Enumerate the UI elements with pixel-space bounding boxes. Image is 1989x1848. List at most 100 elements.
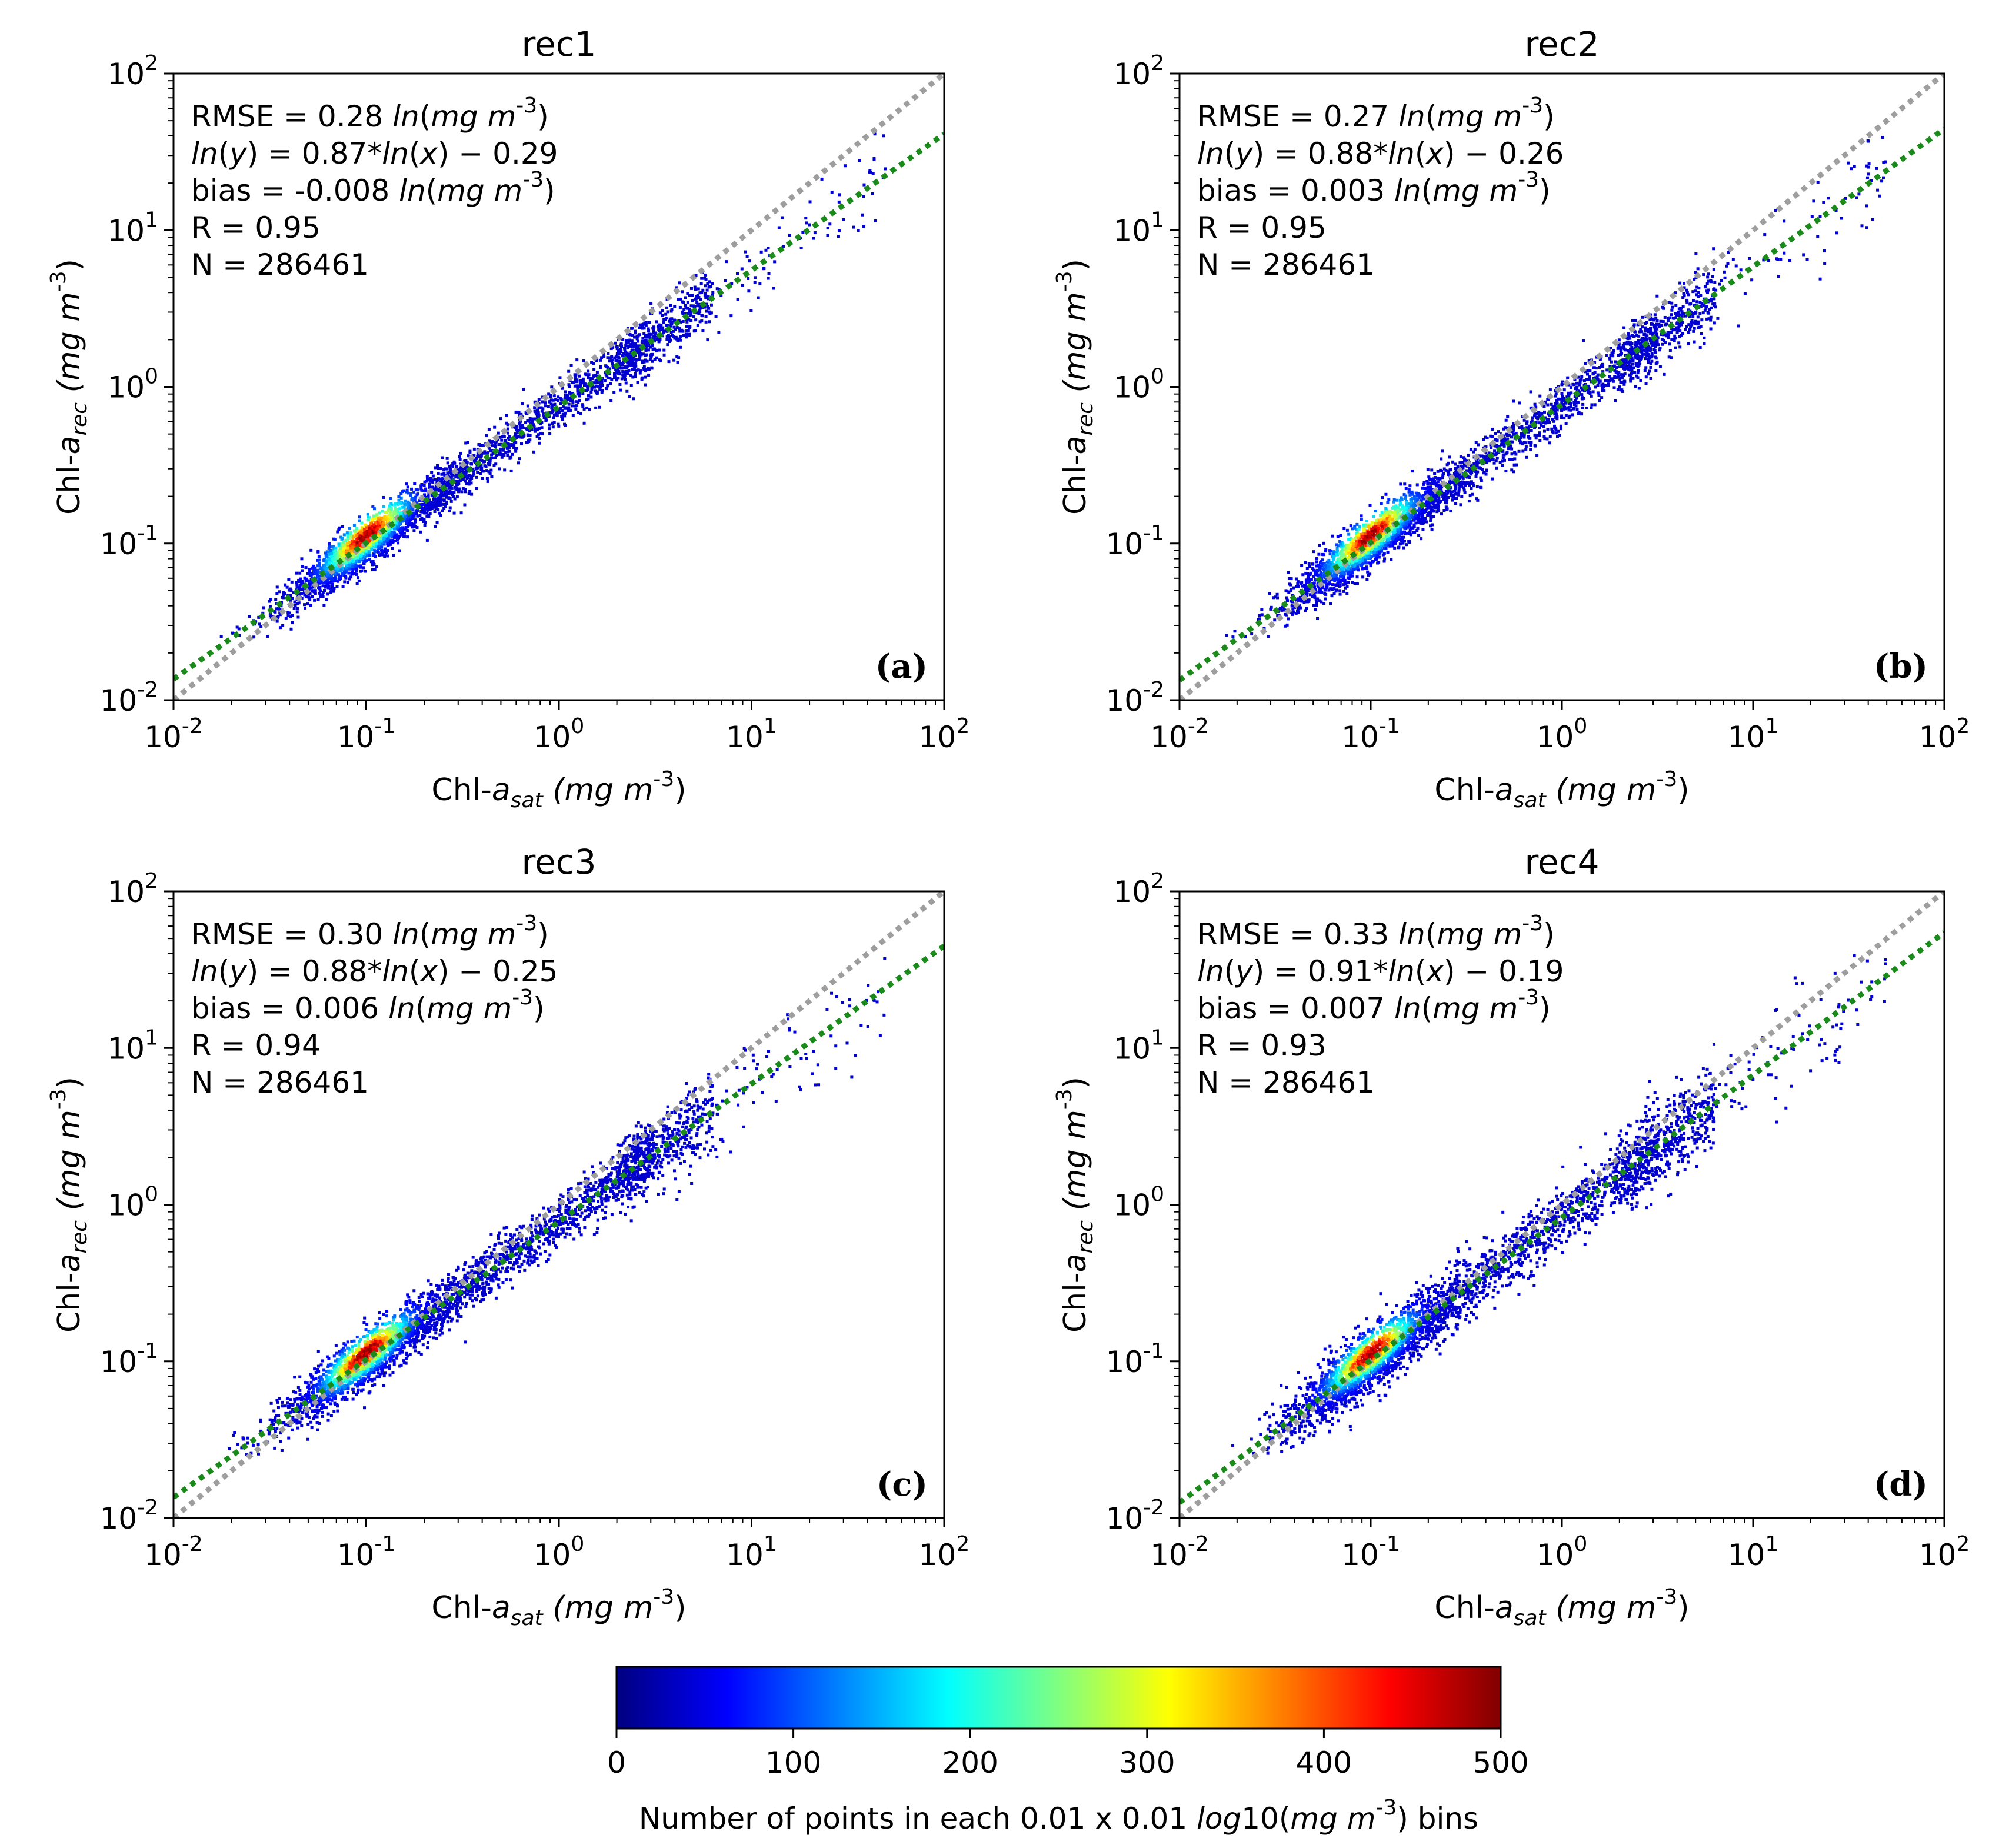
scatter-point — [1561, 399, 1564, 402]
scatter-point — [706, 338, 709, 342]
scatter-point — [327, 547, 331, 550]
scatter-point — [1490, 446, 1493, 449]
scatter-point — [1504, 470, 1508, 473]
scatter-point — [1418, 505, 1421, 509]
scatter-point — [382, 532, 385, 536]
scatter-point — [398, 534, 402, 538]
scatter-point — [499, 447, 502, 451]
scatter-point — [371, 568, 375, 571]
scatter-point — [1521, 427, 1524, 431]
scatter-point — [858, 159, 861, 162]
scatter-point — [1543, 437, 1547, 441]
scatter-point — [306, 602, 309, 606]
scatter-point — [341, 525, 344, 528]
scatter-point — [617, 369, 621, 373]
scatter-point — [431, 481, 435, 484]
scatter-point — [458, 468, 461, 471]
scatter-point — [1337, 544, 1340, 548]
scatter-point — [533, 400, 537, 404]
scatter-point — [458, 455, 461, 458]
scatter-point — [634, 342, 637, 345]
scatter-point — [487, 447, 491, 450]
scatter-point — [355, 567, 358, 571]
scatter-point — [1818, 277, 1822, 281]
scatter-point — [358, 536, 362, 540]
scatter-point — [871, 192, 874, 195]
scatter-point — [508, 435, 511, 438]
scatter-point — [605, 374, 609, 378]
scatter-point — [644, 347, 648, 350]
scatter-point — [830, 191, 834, 194]
scatter-point — [361, 545, 364, 548]
scatter-point — [424, 487, 428, 491]
scatter-point — [1562, 417, 1566, 420]
scatter-point — [428, 508, 432, 512]
scatter-point — [391, 541, 395, 544]
scatter-point — [565, 395, 568, 399]
scatter-point — [1287, 617, 1290, 621]
scatter-point — [437, 504, 441, 507]
scatter-point — [413, 482, 417, 485]
scatter-point — [600, 391, 604, 394]
scatter-point — [343, 551, 347, 555]
scatter-point — [398, 549, 401, 552]
scatter-point — [627, 344, 631, 348]
scatter-point — [316, 569, 319, 572]
scatter-point — [698, 310, 702, 314]
scatter-point — [1407, 540, 1411, 543]
scatter-point — [498, 435, 502, 439]
scatter-point — [365, 554, 369, 558]
scatter-point — [1474, 441, 1478, 444]
scatter-point — [415, 525, 419, 529]
scatter-point — [384, 518, 388, 522]
scatter-point — [373, 530, 377, 534]
scatter-point — [356, 537, 359, 541]
scatter-point — [378, 540, 381, 543]
scatter-point — [1421, 522, 1425, 525]
scatter-point — [341, 558, 344, 561]
scatter-point — [461, 467, 464, 471]
scatter-point — [1673, 339, 1676, 342]
scatter-point — [1353, 525, 1357, 528]
scatter-point — [439, 467, 442, 470]
scatter-point — [1378, 540, 1381, 543]
scatter-point — [289, 615, 292, 618]
scatter-point — [1569, 408, 1572, 412]
scatter-point — [1360, 559, 1364, 562]
scatter-point — [594, 381, 597, 385]
scatter-point — [1305, 607, 1308, 610]
scatter-point — [394, 502, 397, 505]
scatter-point — [518, 422, 521, 426]
scatter-point — [1287, 577, 1291, 580]
scatter-point — [625, 354, 628, 358]
scatter-point — [1687, 323, 1691, 327]
scatter-point — [1273, 618, 1277, 622]
scatter-point — [455, 480, 458, 483]
scatter-point — [437, 467, 440, 470]
scatter-point — [401, 529, 404, 532]
scatter-point — [488, 458, 492, 462]
scatter-point — [657, 328, 661, 331]
scatter-point — [1557, 429, 1560, 433]
scatter-point — [375, 513, 379, 517]
scatter-point — [394, 535, 398, 539]
scatter-point — [411, 497, 414, 500]
scatter-point — [540, 409, 544, 413]
scatter-point — [1305, 594, 1308, 597]
scatter-point — [418, 498, 422, 502]
scatter-point — [644, 369, 647, 372]
scatter-point — [1537, 421, 1541, 425]
scatter-point — [652, 331, 655, 334]
scatter-point — [1312, 581, 1316, 585]
scatter-point — [355, 582, 359, 585]
scatter-point — [1648, 369, 1651, 373]
scatter-point — [303, 576, 306, 580]
scatter-point — [358, 560, 361, 564]
scatter-point — [455, 482, 458, 486]
scatter-point — [684, 304, 688, 307]
scatter-point — [633, 335, 637, 339]
scatter-point — [1577, 375, 1580, 379]
scatter-point — [564, 390, 567, 394]
scatter-point — [532, 417, 535, 421]
scatter-point — [1572, 407, 1576, 410]
